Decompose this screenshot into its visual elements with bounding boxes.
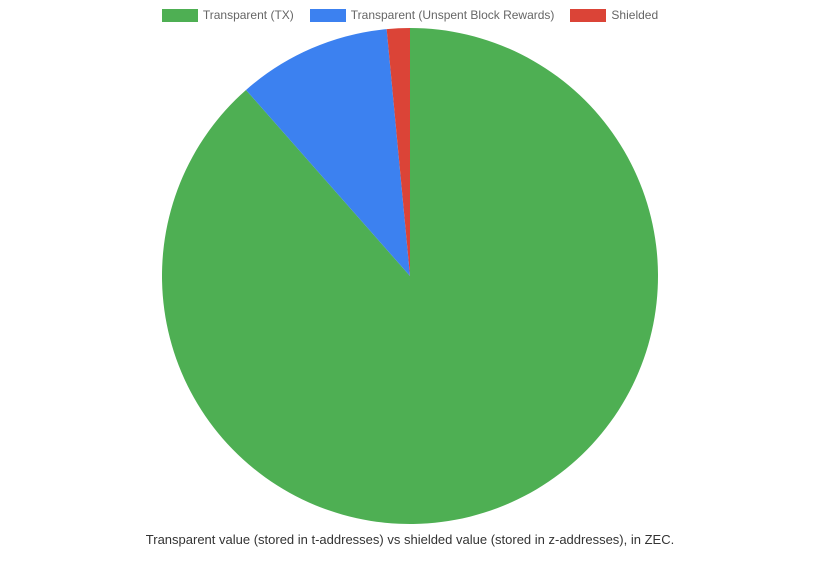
legend-item[interactable]: Shielded xyxy=(570,8,658,22)
pie-chart-container xyxy=(0,26,820,526)
legend-label: Transparent (Unspent Block Rewards) xyxy=(351,8,555,22)
chart-legend: Transparent (TX) Transparent (Unspent Blo… xyxy=(0,0,820,26)
legend-label: Shielded xyxy=(611,8,658,22)
legend-swatch xyxy=(310,9,346,22)
legend-item[interactable]: Transparent (TX) xyxy=(162,8,294,22)
pie-chart xyxy=(162,28,658,524)
legend-swatch xyxy=(162,9,198,22)
legend-swatch xyxy=(570,9,606,22)
chart-caption: Transparent value (stored in t-addresses… xyxy=(0,526,820,553)
legend-item[interactable]: Transparent (Unspent Block Rewards) xyxy=(310,8,555,22)
legend-label: Transparent (TX) xyxy=(203,8,294,22)
